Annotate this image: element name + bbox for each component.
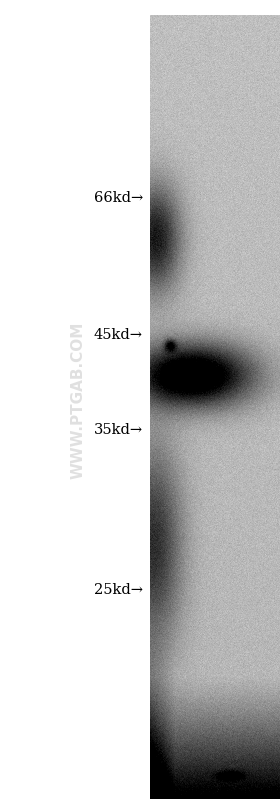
Text: 66kd→: 66kd→ — [94, 191, 143, 205]
Text: 45kd→: 45kd→ — [94, 328, 143, 342]
Text: 25kd→: 25kd→ — [94, 583, 143, 597]
Text: WWW.PTGAB.COM: WWW.PTGAB.COM — [71, 321, 85, 479]
Text: 35kd→: 35kd→ — [94, 423, 143, 437]
